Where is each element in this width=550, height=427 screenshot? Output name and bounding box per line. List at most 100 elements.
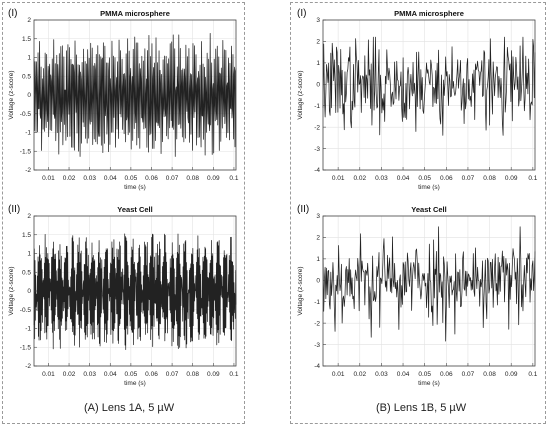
y-tick-label: 3 [316, 17, 320, 24]
x-tick-label: 0.06 [440, 175, 453, 182]
y-tick-label: -3 [314, 342, 320, 349]
y-tick-label: 0 [27, 288, 31, 295]
x-tick-label: 0.01 [332, 175, 345, 182]
y-tick-label: 1 [316, 256, 320, 263]
series-line [33, 32, 237, 157]
plot-area [323, 20, 535, 170]
x-tick-label: 0.07 [166, 371, 179, 378]
x-tick-label: 0.09 [207, 371, 220, 378]
x-axis-label: time (s) [418, 184, 440, 191]
y-tick-label: -1 [25, 326, 31, 333]
panel-label: (I) [8, 8, 17, 19]
y-tick-label: 1 [27, 55, 31, 62]
chart-title: Yeast Cell [117, 205, 152, 214]
x-tick-label: 0.03 [83, 175, 96, 182]
x-tick-label: 0.01 [42, 371, 55, 378]
chart-yeast-lens-1b: 0.01 0.02 0.03 0.04 0.05 0.06 0.07 0.08 0.09 0.1 -… [297, 204, 538, 387]
x-tick-label: 0.02 [63, 371, 76, 378]
y-tick-label: -4 [314, 167, 320, 174]
y-tick-label: 1.5 [22, 36, 31, 43]
x-tick-label: 0.09 [505, 175, 518, 182]
chart-pmma-lens-1a: 0.01 0.02 0.03 0.04 0.05 0.06 0.07 0.08 0.09 0.1 -… [8, 8, 239, 191]
y-axis-label: Voltage (z-score) [8, 266, 15, 315]
y-tick-label: -2 [25, 167, 31, 174]
y-tick-label: 1 [316, 60, 320, 67]
x-tick-label: 0.09 [505, 371, 518, 378]
x-tick-label: 0.07 [166, 175, 179, 182]
x-tick-label: 0.08 [186, 175, 199, 182]
x-tick-label: 0.08 [483, 371, 496, 378]
x-tick-label: 0.06 [145, 371, 158, 378]
right-figure-caption: (B) Lens 1B, 5 µW [376, 402, 467, 414]
y-tick-label: -1.5 [20, 344, 32, 351]
y-tick-label: 2 [316, 235, 320, 242]
x-tick-label: 0.08 [483, 175, 496, 182]
left-figure-caption: (A) Lens 1A, 5 µW [84, 402, 175, 414]
x-tick-label: 0.06 [440, 371, 453, 378]
x-tick-label: 0.04 [104, 371, 117, 378]
x-tick-label: 0.08 [186, 371, 199, 378]
left-figure-panel [2, 2, 245, 424]
x-tick-label: 0.03 [375, 371, 388, 378]
x-tick-label: 0.02 [63, 175, 76, 182]
y-tick-label: 3 [316, 213, 320, 220]
x-axis-label: time (s) [418, 380, 440, 387]
y-tick-label: -1.5 [20, 148, 32, 155]
chart-title: PMMA microsphere [100, 9, 170, 18]
y-tick-label: 2 [27, 17, 31, 24]
x-tick-label: 0.04 [397, 175, 410, 182]
series-line [33, 233, 237, 351]
x-tick-label: 0.05 [418, 371, 431, 378]
chart-title: PMMA microsphere [394, 9, 464, 18]
y-tick-label: 2 [316, 39, 320, 46]
x-tick-label: 0.06 [145, 175, 158, 182]
chart-title: Yeast Cell [411, 205, 446, 214]
right-figure-panel [290, 2, 546, 424]
y-tick-label: 0 [27, 92, 31, 99]
y-axis-label: Voltage (z-score) [297, 266, 304, 315]
y-axis-label: Voltage (z-score) [297, 70, 304, 119]
panel-label: (II) [297, 204, 309, 215]
plot-frame [322, 19, 536, 171]
x-tick-label: 0.04 [104, 175, 117, 182]
y-tick-label: -2 [314, 124, 320, 131]
y-tick-label: 0.5 [22, 269, 31, 276]
y-tick-label: 1 [27, 251, 31, 258]
x-tick-label: 0.09 [207, 175, 220, 182]
y-tick-label: -3 [314, 146, 320, 153]
x-tick-label: 0.1 [528, 371, 537, 378]
x-tick-label: 0.05 [125, 371, 138, 378]
y-tick-label: -4 [314, 363, 320, 370]
y-tick-label: -2 [25, 363, 31, 370]
y-tick-label: -1 [314, 299, 320, 306]
x-tick-label: 0.05 [418, 175, 431, 182]
y-axis-label: Voltage (z-score) [8, 70, 15, 119]
x-tick-label: 0.02 [353, 371, 366, 378]
chart-pmma-lens-1b: 0.01 0.02 0.03 0.04 0.05 0.06 0.07 0.08 0.09 0.1 -… [297, 8, 538, 191]
plot-frame [322, 215, 536, 367]
y-tick-label: 2 [27, 213, 31, 220]
y-tick-label: -0.5 [20, 307, 32, 314]
y-tick-label: 0.5 [22, 73, 31, 80]
y-tick-label: 0 [316, 277, 320, 284]
x-tick-label: 0.05 [125, 175, 138, 182]
x-tick-label: 0.01 [332, 371, 345, 378]
x-tick-label: 0.07 [462, 371, 475, 378]
x-tick-label: 0.01 [42, 175, 55, 182]
panel-label: (I) [297, 8, 306, 19]
y-tick-label: -1 [25, 130, 31, 137]
y-tick-label: -0.5 [20, 111, 32, 118]
x-tick-label: 0.02 [353, 175, 366, 182]
series-line [322, 226, 536, 342]
x-tick-label: 0.07 [462, 175, 475, 182]
x-axis-label: time (s) [124, 380, 146, 387]
x-tick-label: 0.1 [229, 371, 238, 378]
x-tick-label: 0.1 [229, 175, 238, 182]
chart-yeast-lens-1a: 0.01 0.02 0.03 0.04 0.05 0.06 0.07 0.08 0.09 0.1 -… [8, 204, 239, 387]
x-tick-label: 0.1 [528, 175, 537, 182]
y-tick-label: -1 [314, 103, 320, 110]
panel-label: (II) [8, 204, 20, 215]
y-tick-label: -2 [314, 320, 320, 327]
y-tick-label: 1.5 [22, 232, 31, 239]
y-tick-label: 0 [316, 81, 320, 88]
